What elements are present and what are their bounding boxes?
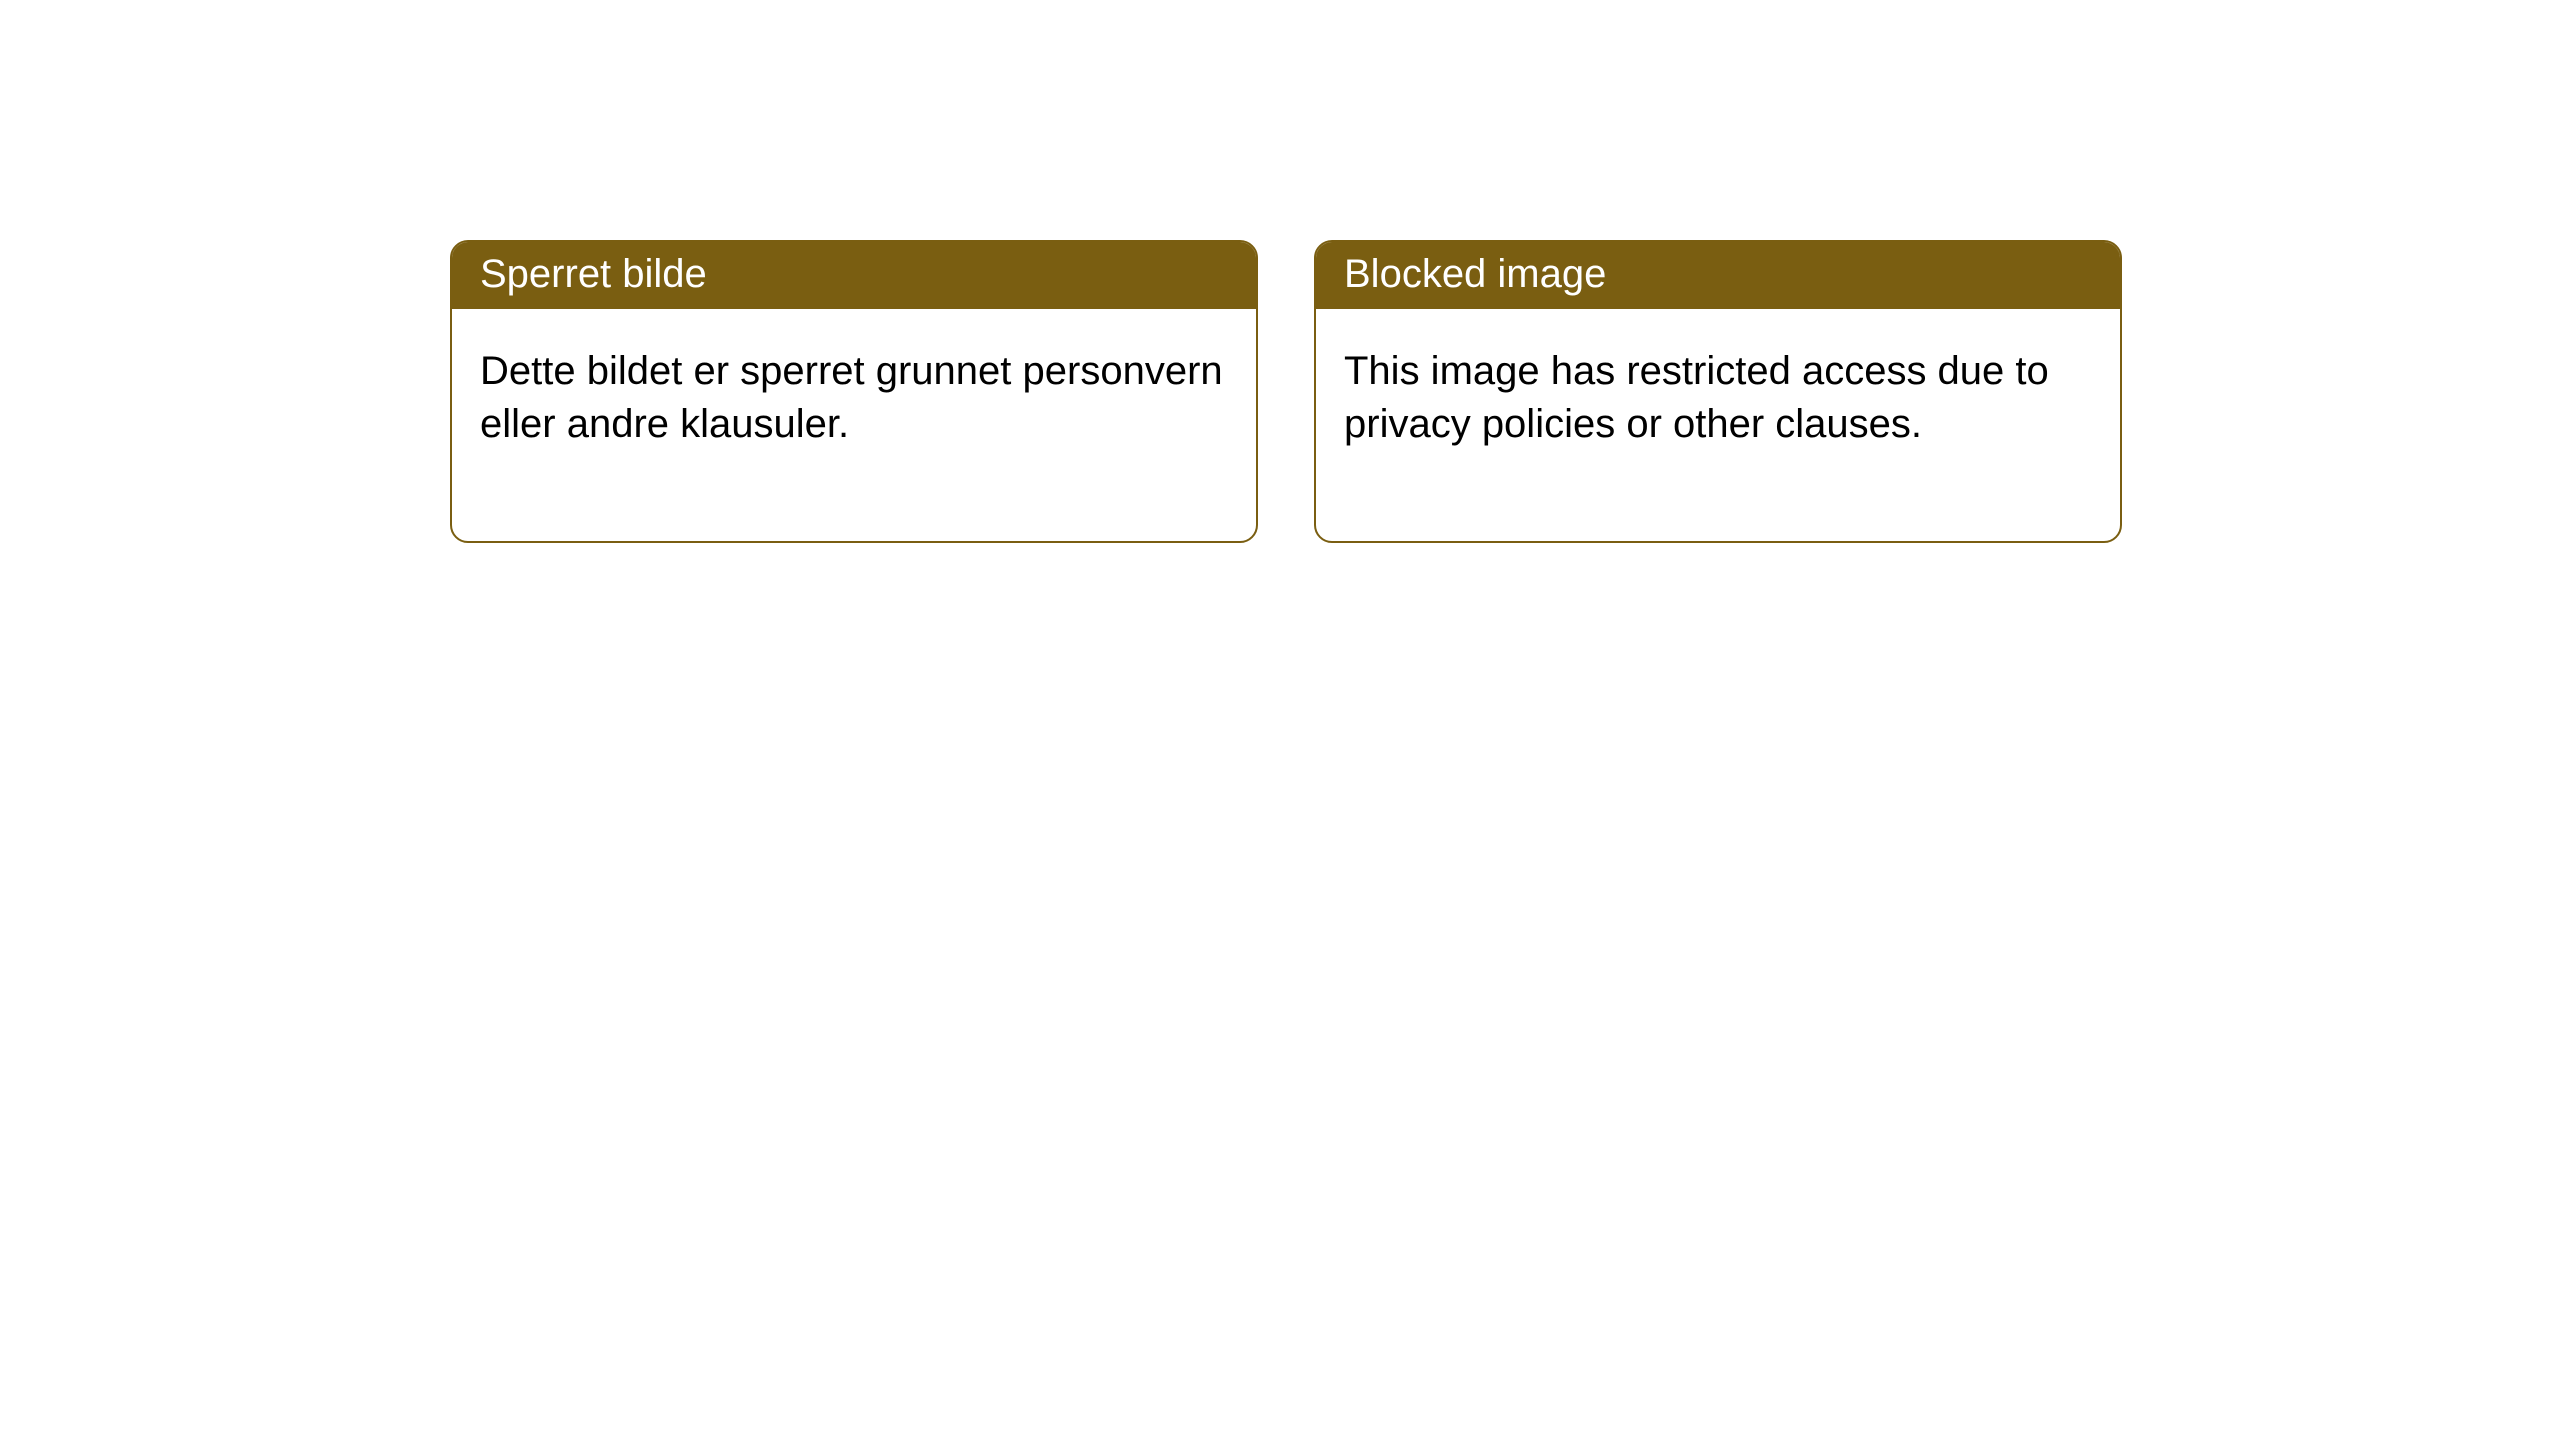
notice-header-norwegian: Sperret bilde [452,242,1256,309]
notice-body-norwegian: Dette bildet er sperret grunnet personve… [452,309,1256,541]
notices-container: Sperret bilde Dette bildet er sperret gr… [450,240,2122,543]
notice-body-english: This image has restricted access due to … [1316,309,2120,541]
notice-header-english: Blocked image [1316,242,2120,309]
notice-card-norwegian: Sperret bilde Dette bildet er sperret gr… [450,240,1258,543]
notice-card-english: Blocked image This image has restricted … [1314,240,2122,543]
